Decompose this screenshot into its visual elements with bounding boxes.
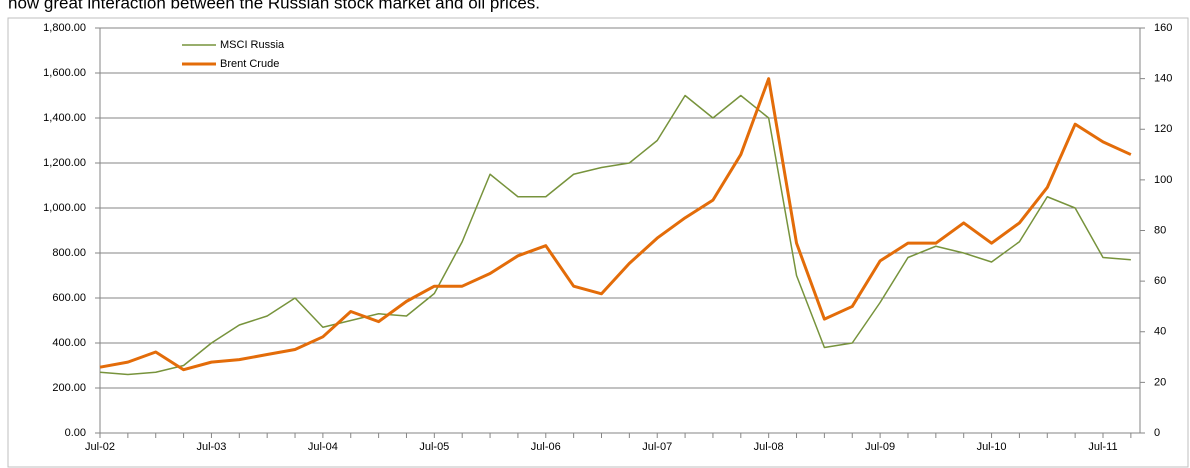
x-tick-label: Jul-08: [754, 441, 784, 453]
series-line: [99, 77, 1132, 372]
y2-tick-label: 0: [1154, 427, 1160, 439]
y2-tick-label: 40: [1154, 326, 1166, 338]
x-tick-label: Jul-07: [642, 441, 672, 453]
y-tick-label: 1,000.00: [43, 202, 86, 214]
x-tick-label: Jul-02: [85, 441, 115, 453]
y2-tick-label: 140: [1154, 73, 1172, 85]
legend-label: MSCI Russia: [220, 39, 285, 51]
legend-label: Brent Crude: [220, 58, 279, 70]
y2-tick-label: 20: [1154, 376, 1166, 388]
chart-border: [7, 17, 1189, 468]
y-tick-label: 600.00: [52, 292, 86, 304]
y-tick-label: 200.00: [52, 382, 86, 394]
y-tick-label: 1,400.00: [43, 112, 86, 124]
x-tick-label: Jul-09: [865, 441, 895, 453]
x-tick-label: Jul-11: [1088, 441, 1117, 453]
x-tick-label: Jul-10: [977, 441, 1007, 453]
x-tick-label: Jul-04: [308, 441, 338, 453]
y-tick-label: 1,800.00: [43, 22, 86, 34]
y-tick-label: 400.00: [52, 337, 86, 349]
y2-tick-label: 60: [1154, 275, 1166, 287]
y2-tick-label: 80: [1154, 224, 1166, 236]
y2-tick-label: 100: [1154, 174, 1172, 186]
chart-title: how great interaction between the Russia…: [8, 0, 540, 12]
y2-tick-label: 160: [1154, 22, 1172, 34]
series-line: [99, 94, 1131, 376]
y-tick-label: 800.00: [52, 247, 86, 259]
y2-tick-label: 120: [1154, 123, 1172, 135]
y-tick-label: 0.00: [65, 427, 86, 439]
y-tick-label: 1,200.00: [43, 157, 86, 169]
x-tick-label: Jul-06: [531, 441, 561, 453]
x-tick-label: Jul-03: [196, 441, 226, 453]
y-tick-label: 1,600.00: [43, 67, 86, 79]
x-tick-label: Jul-05: [419, 441, 449, 453]
